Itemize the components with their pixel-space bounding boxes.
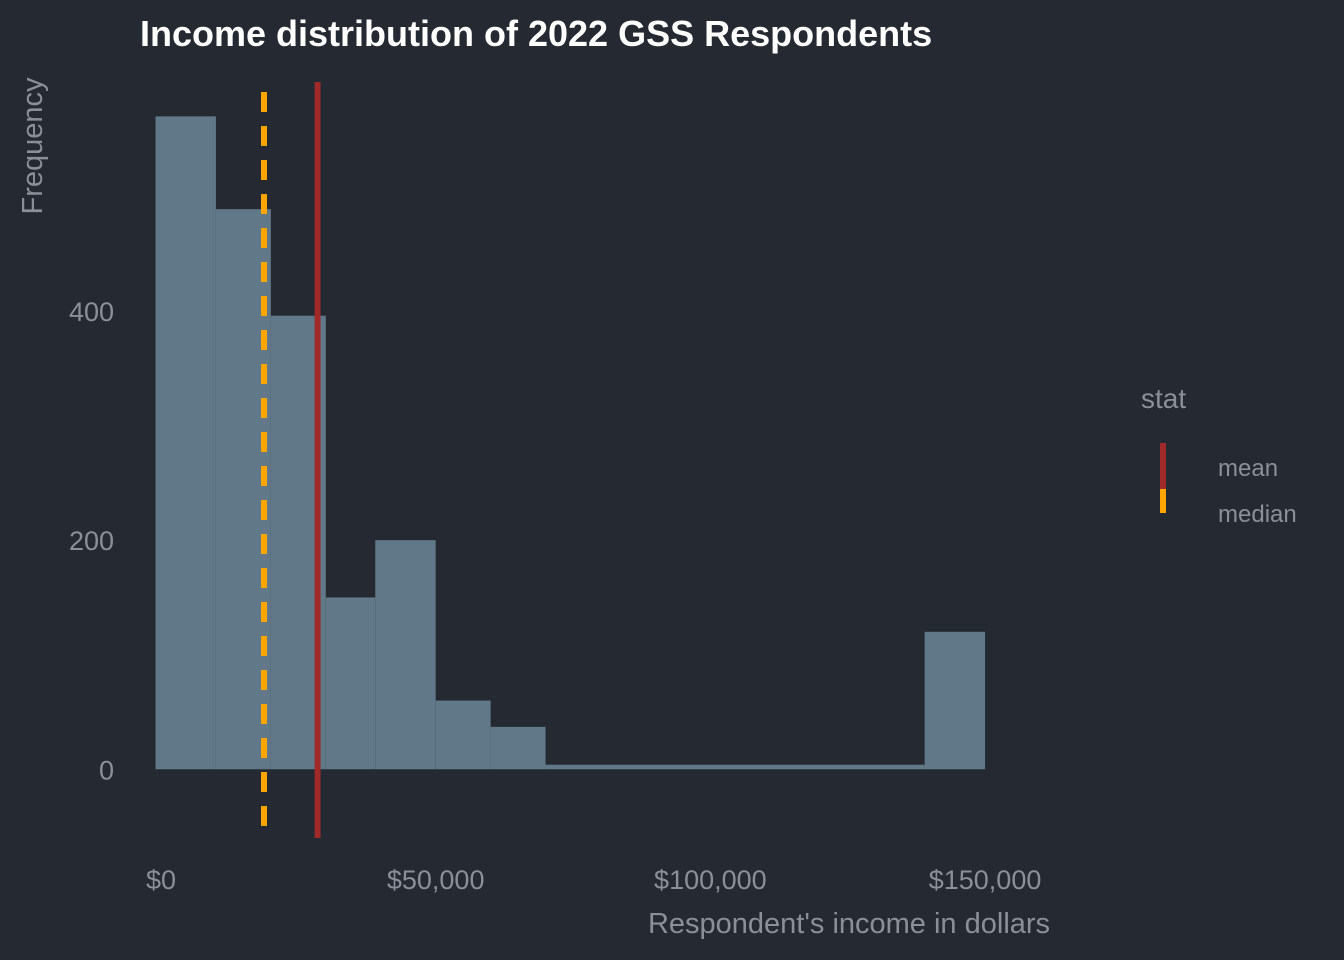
y-tick-label: 0: [99, 755, 114, 785]
median-legend-label: median: [1218, 501, 1297, 528]
y-tick-label: 400: [69, 297, 114, 327]
histogram-bar: [435, 700, 491, 770]
y-axis-title: Frequency: [17, 77, 49, 215]
legend-entries: mean median: [1160, 443, 1297, 537]
histogram-bar: [155, 116, 216, 770]
x-tick-label: $150,000: [929, 865, 1042, 895]
histogram-bar: [924, 631, 986, 770]
y-tick-label: 200: [69, 526, 114, 556]
histogram-bar: [490, 726, 546, 770]
bars-layer: [155, 116, 986, 770]
x-tick-label: $50,000: [387, 865, 485, 895]
x-axis-title: Respondent's income in dollars: [648, 908, 1050, 940]
mean-legend-label: mean: [1218, 455, 1278, 482]
x-tick-labels: $0 $50,000 $100,000 $150,000: [146, 865, 1041, 895]
chart-title: Income distribution of 2022 GSS Responde…: [140, 13, 932, 54]
legend-title: stat: [1141, 383, 1186, 414]
histogram-bar: [545, 764, 925, 770]
reference-lines-layer: [260, 82, 321, 838]
x-tick-label: $100,000: [654, 865, 767, 895]
histogram-bar: [375, 540, 436, 770]
x-tick-label: $0: [146, 865, 176, 895]
legend: stat mean median: [1141, 383, 1297, 537]
histogram-bar: [325, 597, 376, 770]
y-tick-labels: 0 200 400: [69, 297, 114, 785]
